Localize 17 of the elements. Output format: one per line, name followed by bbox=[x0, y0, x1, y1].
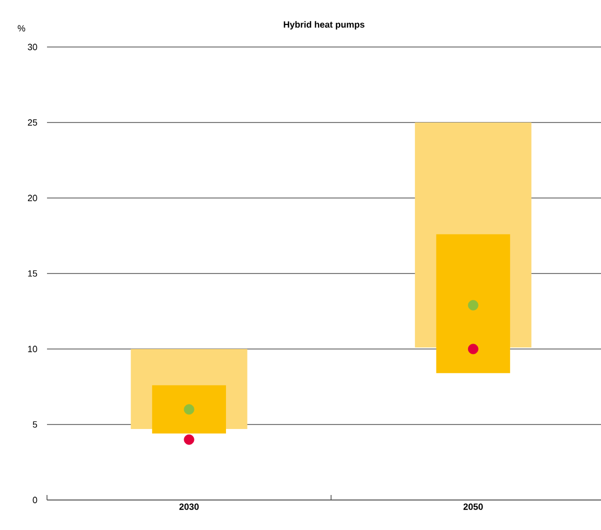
y-tick-label: 15 bbox=[28, 270, 38, 277]
y-tick-label: 5 bbox=[32, 421, 38, 428]
chart-title: Hybrid heat pumps bbox=[284, 21, 364, 30]
y-axis-title: % bbox=[18, 25, 26, 32]
point bbox=[468, 344, 478, 354]
y-tick-label: 30 bbox=[28, 44, 38, 50]
bar bbox=[152, 385, 226, 434]
point bbox=[184, 404, 194, 415]
point bbox=[468, 300, 478, 310]
y-tick-label: 25 bbox=[28, 119, 38, 126]
bar bbox=[436, 234, 510, 374]
point bbox=[184, 434, 194, 445]
y-tick-label: 10 bbox=[28, 346, 38, 352]
x-tick-label: 2050 bbox=[463, 504, 483, 510]
x-tick-label: 2030 bbox=[179, 504, 199, 510]
y-tick-label: 20 bbox=[28, 194, 38, 202]
y-tick-label: 0 bbox=[32, 496, 38, 504]
